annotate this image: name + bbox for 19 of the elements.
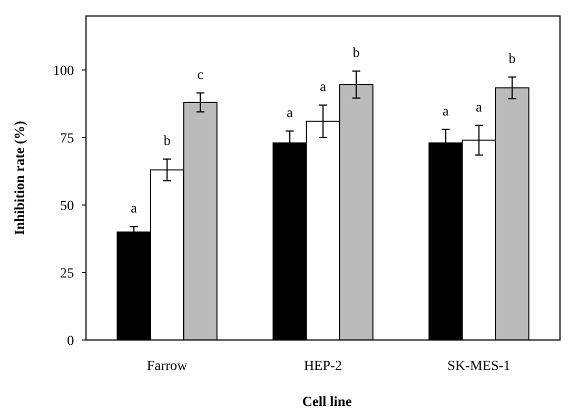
x-tick-label: SK-MES-1: [447, 359, 510, 374]
y-tick-label: 50: [60, 198, 74, 214]
annotation: a: [476, 100, 483, 116]
annotation: a: [130, 202, 138, 217]
x-tick-label: HEP-2: [304, 359, 342, 374]
y-tick-label: 25: [60, 266, 74, 282]
y-tick-label: 100: [53, 64, 74, 79]
annotation: a: [442, 104, 450, 120]
y-axis-title: Inhibition rate (%): [13, 120, 28, 236]
x-tick-label: Farrow: [146, 359, 188, 374]
annotation: a: [320, 80, 327, 96]
annotation: a: [286, 106, 294, 122]
annotation: c: [197, 68, 204, 83]
x-axis-title: Cell line: [302, 395, 352, 410]
y-tick-label: 0: [67, 334, 74, 349]
annotation: b: [508, 52, 516, 68]
y-tick-label: 75: [60, 131, 74, 146]
annotation: b: [164, 134, 171, 150]
annotation: b: [352, 46, 360, 62]
